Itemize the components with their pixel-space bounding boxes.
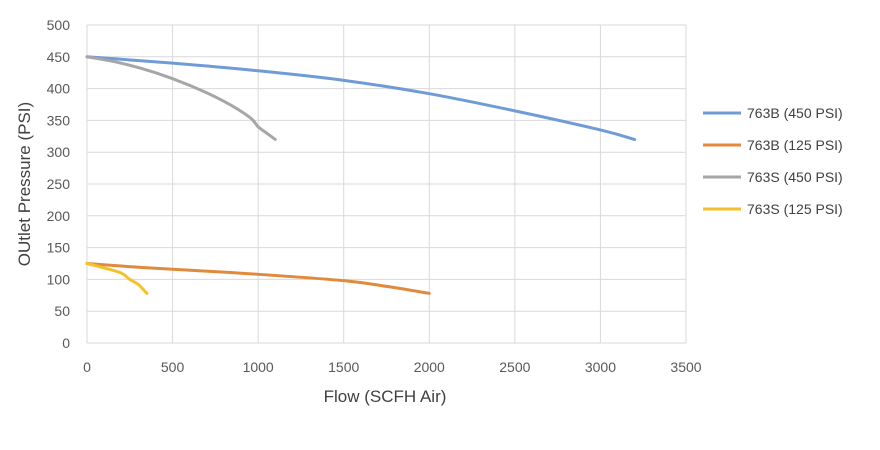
series-lines [85,55,637,295]
y-axis-title: OUtlet Pressure (PSI) [15,102,34,266]
y-tick-label: 500 [47,17,71,33]
y-tick-label: 150 [47,240,71,256]
y-axis-ticks: 0 50 100 150 200 250 300 350 400 450 500 [47,17,71,351]
y-tick-label: 250 [47,176,71,192]
legend: 763B (450 PSI) 763B (125 PSI) 763S (450 PS… [703,105,843,217]
y-tick-label: 350 [47,112,71,128]
x-tick-label: 1500 [328,359,359,375]
x-tick-label: 2500 [499,359,530,375]
x-tick-label: 1000 [243,359,274,375]
x-tick-label: 500 [161,359,185,375]
x-tick-label: 0 [83,359,91,375]
legend-label: 763B (450 PSI) [747,105,843,121]
x-axis-ticks: 0 500 1000 1500 2000 2500 3000 3500 [83,359,702,375]
y-tick-label: 200 [47,208,71,224]
y-tick-label: 100 [47,271,71,287]
x-axis-title: Flow (SCFH Air) [324,387,447,406]
y-tick-label: 0 [62,335,70,351]
gridlines [86,24,687,344]
legend-label: 763S (125 PSI) [747,201,843,217]
x-tick-label: 3500 [670,359,701,375]
legend-label: 763B (125 PSI) [747,137,843,153]
y-tick-label: 450 [47,49,71,65]
x-tick-label: 2000 [414,359,445,375]
series-line-3 [85,262,149,295]
series-line-0 [85,55,637,141]
series-line-1 [85,262,431,295]
x-tick-label: 3000 [585,359,616,375]
legend-label: 763S (450 PSI) [747,169,843,185]
y-tick-label: 300 [47,144,71,160]
series-line-2 [85,55,277,141]
y-tick-label: 400 [47,81,71,97]
y-tick-label: 50 [54,303,70,319]
